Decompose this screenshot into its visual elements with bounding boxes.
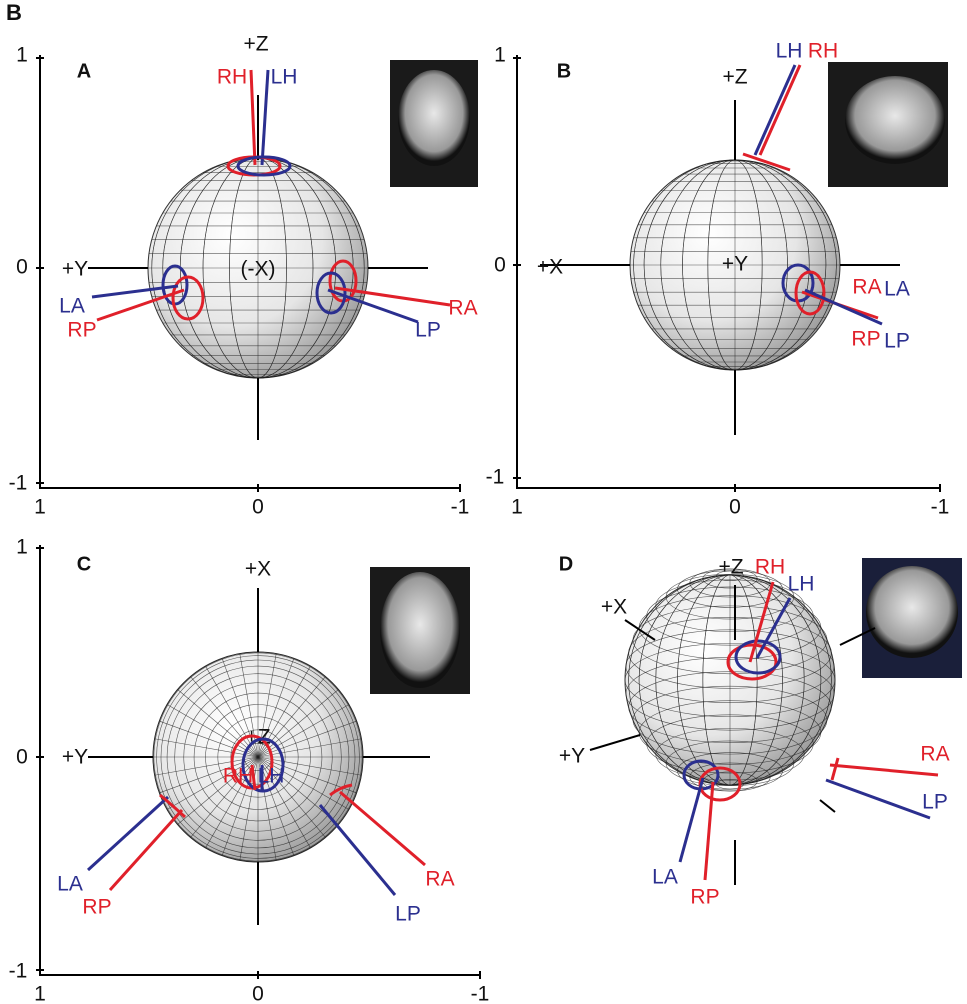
marker-label: RA	[920, 743, 949, 766]
marker-line	[330, 785, 425, 865]
marker-label: RH	[808, 40, 838, 63]
panel-label: D	[559, 553, 573, 575]
axis-label: +Z	[718, 556, 743, 579]
y-tick: -1	[9, 960, 28, 983]
marker-label: LH	[788, 573, 815, 596]
marker-label: LA	[884, 278, 910, 301]
marker-label: RH	[755, 556, 785, 579]
marker-line	[320, 805, 395, 895]
x-tick: -1	[931, 496, 950, 519]
panel-d: D +Z +X +Y RH LH RA LP LA RP	[559, 553, 962, 908]
marker-label: RP	[82, 896, 111, 919]
axis-label: +X	[601, 596, 627, 619]
y-tick: 0	[494, 254, 506, 277]
panel-label: B	[557, 60, 571, 82]
axis-label: +Y	[722, 253, 748, 276]
marker-label: LH	[776, 40, 803, 63]
panel-c: 1 0 -1 1 0 -1 C +X +Y +Z RH LH LA RP RA …	[9, 536, 490, 1004]
y-tick: 1	[494, 44, 506, 67]
marker-label: LH	[258, 765, 285, 788]
skull	[380, 572, 460, 688]
axis-label: +Y	[559, 745, 585, 768]
marker-label: RP	[851, 328, 880, 351]
skull	[845, 76, 945, 164]
figure-label: B	[6, 0, 22, 25]
marker-label: LP	[922, 791, 948, 814]
marker-line	[262, 70, 268, 165]
y-tick: -1	[9, 472, 28, 495]
marker-line	[680, 778, 703, 862]
skull	[398, 70, 470, 166]
axis-label: +Y	[62, 746, 88, 769]
panel-label: C	[77, 553, 91, 575]
marker-label: LP	[395, 903, 421, 926]
marker-line	[755, 65, 795, 155]
axis-label: (-X)	[241, 258, 276, 281]
y-tick: 1	[16, 44, 28, 67]
marker-label: RA	[448, 297, 477, 320]
axis-label: +Y	[62, 258, 88, 281]
marker-label: LP	[884, 330, 910, 353]
marker-line	[251, 70, 255, 165]
x-tick: 1	[511, 496, 523, 519]
panel-a: 1 0 -1 1 0 -1 A +Z +Y (-X) RH LH LA RP R…	[9, 33, 478, 519]
x-tick: -1	[451, 496, 470, 519]
marker-label: LA	[652, 866, 678, 889]
panel-label: A	[77, 60, 91, 82]
marker-label: RA	[852, 276, 881, 299]
axis-label: +Z	[722, 66, 747, 89]
x-tick: 0	[729, 496, 741, 519]
x-tick: 0	[252, 496, 264, 519]
marker-label: RH	[223, 765, 253, 788]
x-tick: 1	[34, 983, 46, 1004]
y-tick: 0	[16, 746, 28, 769]
skull	[866, 566, 958, 658]
marker-label: LP	[415, 319, 441, 342]
panel-b: 1 0 -1 1 0 -1 B +Z +X +Y LH RH RA LA RP …	[486, 40, 950, 519]
marker-label: RP	[67, 319, 96, 342]
y-tick: 0	[16, 256, 28, 279]
marker-label: RP	[690, 886, 719, 909]
x-tick: 0	[252, 983, 264, 1004]
axis-label: +X	[245, 558, 271, 581]
y-tick: 1	[16, 536, 28, 559]
axis-label: +Z	[243, 33, 268, 56]
marker-label: LH	[271, 66, 298, 89]
marker-label: LA	[57, 873, 83, 896]
marker-label: RH	[217, 66, 247, 89]
axis-label: +X	[537, 256, 563, 279]
figure: B 1 0 -1 1 0 -1 A +Z +Y (-X) RH LH LA RP…	[0, 0, 967, 1004]
x-tick: -1	[471, 983, 490, 1004]
sphere	[153, 652, 363, 862]
sphere	[625, 569, 835, 791]
marker-label: RA	[425, 868, 454, 891]
x-tick: 1	[34, 496, 46, 519]
marker-line	[826, 780, 930, 818]
marker-line	[88, 797, 168, 870]
marker-label: LA	[59, 295, 85, 318]
y-tick: -1	[486, 466, 505, 489]
